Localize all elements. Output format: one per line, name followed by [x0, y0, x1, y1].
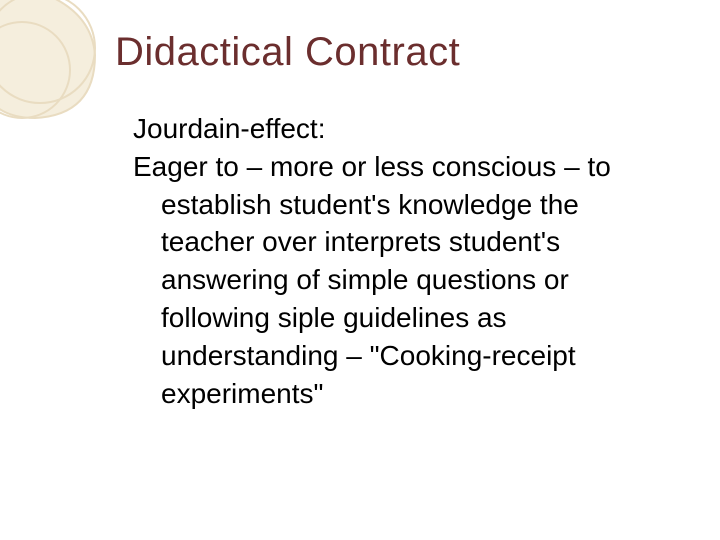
slide-body: Jourdain-effect: Eager to – more or less…: [133, 110, 670, 412]
slide-content: Didactical Contract Jourdain-effect: Eag…: [115, 30, 670, 412]
body-line-2: Eager to – more or less conscious – to e…: [133, 148, 670, 413]
slide-title: Didactical Contract: [115, 30, 670, 75]
body-line-1: Jourdain-effect:: [133, 110, 670, 148]
